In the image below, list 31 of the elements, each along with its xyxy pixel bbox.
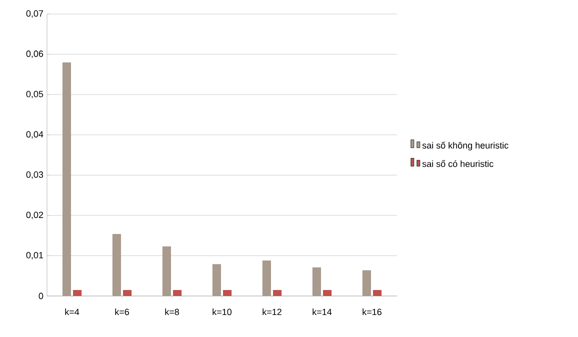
bar: [212, 264, 222, 296]
x-tick-label: k=12: [262, 308, 282, 316]
y-tick-label: 0,04: [26, 131, 44, 139]
bar: [373, 290, 382, 296]
x-tick-label: k=16: [362, 308, 382, 316]
bar: [123, 290, 132, 296]
x-tick-label: k=14: [312, 308, 332, 316]
bar: [273, 290, 282, 296]
y-tick-label: 0,07: [26, 10, 44, 18]
bar: [112, 234, 122, 296]
y-tick-label: 0,01: [26, 252, 44, 260]
y-tick-label: 0,02: [26, 212, 44, 220]
y-tick-label: 0,03: [26, 171, 44, 179]
x-tick-label: k=6: [115, 308, 129, 316]
x-tick-label: k=4: [65, 308, 80, 316]
bar: [223, 290, 232, 296]
bar: [173, 290, 182, 296]
x-tick-label: k=10: [212, 308, 232, 316]
y-tick-label: 0,06: [26, 50, 44, 58]
bar: [312, 267, 322, 296]
bar: [62, 62, 72, 296]
bar: [162, 246, 172, 296]
y-tick-label: 0: [38, 292, 44, 300]
bar: [73, 290, 82, 296]
x-tick-label: k=8: [165, 308, 179, 316]
bar: [323, 290, 332, 296]
y-tick-label: 0,05: [26, 90, 44, 98]
bar: [262, 260, 271, 296]
legend-label: sai số có heuristic: [422, 160, 494, 168]
bar: [362, 270, 371, 296]
legend-label: sai số không heuristic: [422, 142, 508, 150]
